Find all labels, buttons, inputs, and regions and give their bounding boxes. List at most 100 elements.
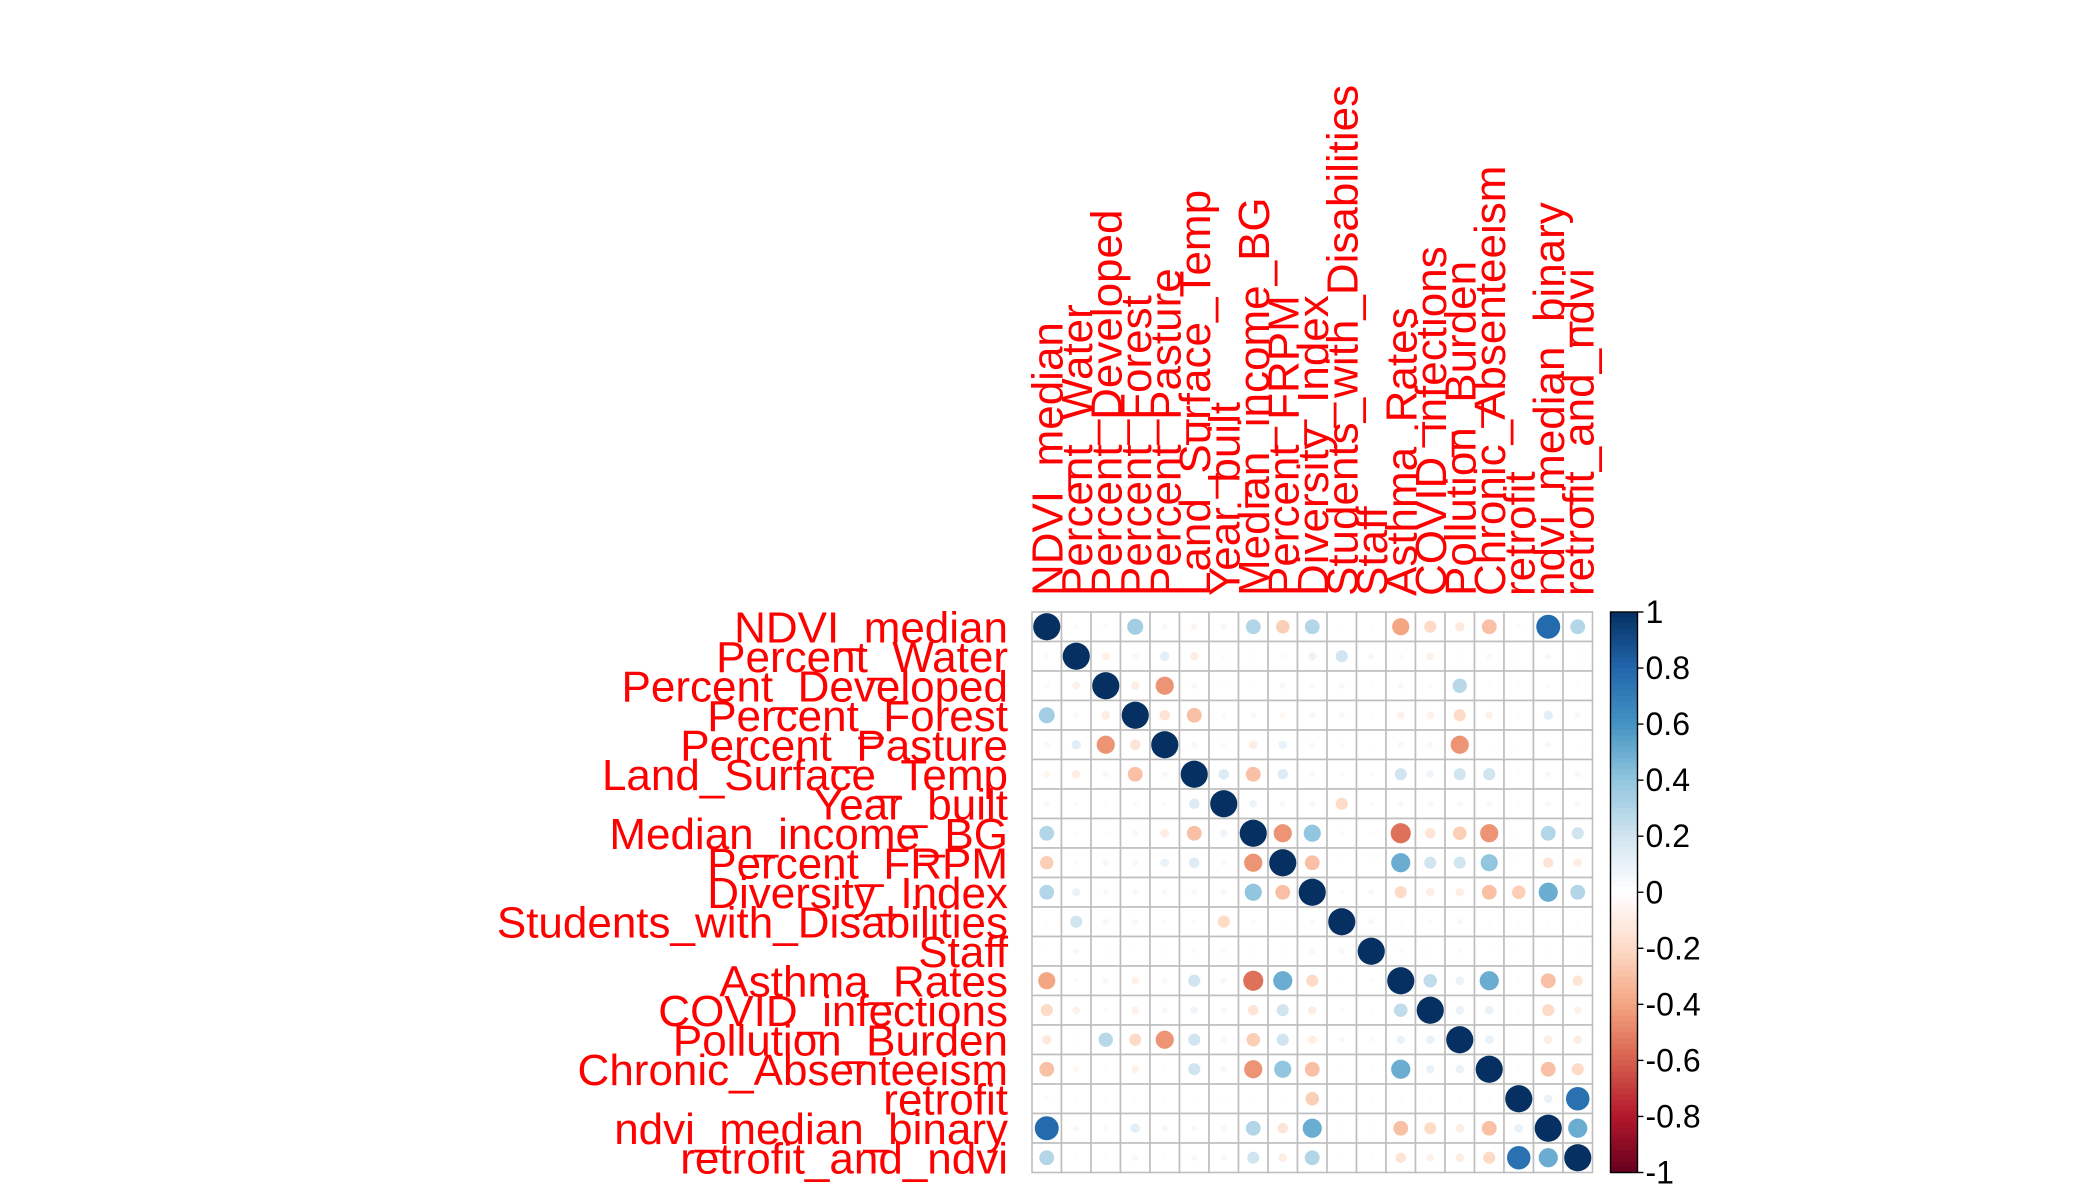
- correlation-circle: [1486, 653, 1493, 660]
- colorbar-tick-label: -0.4: [1646, 986, 1701, 1022]
- correlation-circle: [1188, 974, 1201, 987]
- colorbar-segment: [1610, 774, 1638, 781]
- correlation-circle: [1427, 741, 1434, 748]
- correlation-circle: [1191, 889, 1198, 896]
- correlation-circle: [1475, 1055, 1503, 1083]
- column-labels: NDVI_medianPercent_WaterPercent_Develope…: [1024, 85, 1604, 596]
- correlation-circle: [1307, 1005, 1317, 1015]
- colorbar-segment: [1610, 1066, 1638, 1073]
- row-label: COVID_infections: [658, 987, 1008, 1036]
- correlation-circle: [1446, 1026, 1474, 1054]
- correlation-circle: [1151, 731, 1179, 759]
- correlation-circle: [1309, 712, 1316, 719]
- correlation-circle: [1277, 768, 1289, 780]
- correlation-circle: [1304, 855, 1320, 871]
- colorbar-segment: [1610, 785, 1638, 792]
- colorbar-segment: [1610, 1088, 1638, 1095]
- colorbar-segment: [1610, 696, 1638, 703]
- correlation-circle: [1162, 801, 1168, 807]
- correlation-circle: [1423, 973, 1438, 988]
- correlation-circle: [1121, 701, 1149, 729]
- correlation-circle: [1073, 1066, 1080, 1073]
- colorbar-tick-label: -0.6: [1646, 1042, 1701, 1078]
- colorbar-segment: [1610, 656, 1638, 664]
- correlation-circle: [1369, 1155, 1374, 1160]
- correlation-circle: [1424, 1122, 1437, 1135]
- colorbar-segment: [1610, 1110, 1638, 1118]
- colorbar-tick-label: -0.2: [1646, 930, 1701, 966]
- correlation-circle: [1073, 860, 1079, 866]
- colorbar-segment: [1610, 959, 1638, 966]
- correlation-circle: [1339, 889, 1345, 895]
- correlation-circle: [1542, 857, 1554, 869]
- correlation-circle: [1487, 919, 1492, 924]
- correlation-circle: [1575, 919, 1580, 924]
- column-label: Staff: [1348, 506, 1397, 596]
- colorbar-segment: [1610, 858, 1638, 865]
- correlation-circle: [1038, 707, 1055, 724]
- correlation-circle: [1369, 831, 1374, 836]
- correlation-circle: [1155, 676, 1174, 695]
- correlation-circle: [1221, 683, 1226, 688]
- colorbar-segment: [1610, 1150, 1638, 1157]
- column-label: Median_income_BG: [1230, 197, 1279, 596]
- correlation-circle: [1132, 830, 1139, 837]
- colorbar-segment: [1610, 824, 1638, 832]
- correlation-circle: [1424, 827, 1436, 839]
- colorbar-segment: [1610, 892, 1638, 899]
- correlation-circle: [1516, 1037, 1521, 1042]
- correlation-circle: [1309, 683, 1315, 689]
- colorbar-segment: [1610, 937, 1638, 944]
- colorbar-segment: [1610, 1071, 1638, 1078]
- colorbar-segment: [1610, 1144, 1638, 1151]
- correlation-circle: [1570, 619, 1586, 635]
- correlation-circle: [1043, 770, 1051, 778]
- correlation-circle: [1133, 1096, 1138, 1101]
- correlation-circle: [1453, 768, 1466, 781]
- correlation-circle: [1398, 948, 1404, 954]
- correlation-circle: [1039, 1061, 1055, 1077]
- correlation-circle: [1189, 651, 1199, 661]
- correlation-circle: [1298, 878, 1326, 906]
- correlation-circle: [1132, 859, 1139, 866]
- correlation-circle: [1368, 889, 1375, 896]
- correlation-circle: [1455, 622, 1465, 632]
- correlation-circle: [1074, 1037, 1079, 1042]
- column-label: COVID_infections: [1407, 246, 1456, 596]
- correlation-circle: [1161, 771, 1168, 778]
- correlation-circle: [1250, 712, 1257, 719]
- column-label: Percent_FRPM: [1260, 295, 1309, 596]
- correlation-circle: [1339, 860, 1344, 865]
- correlation-circle: [1393, 1120, 1409, 1136]
- row-label: Year_built: [814, 781, 1008, 830]
- correlation-circle: [1129, 1033, 1142, 1046]
- correlation-circle: [1538, 1148, 1558, 1168]
- correlation-circle: [1545, 683, 1551, 689]
- correlation-circle: [1546, 949, 1551, 954]
- colorbar-segment: [1610, 763, 1638, 770]
- row-label: Staff: [918, 928, 1008, 977]
- correlation-circle: [1130, 681, 1140, 691]
- row-labels: NDVI_medianPercent_WaterPercent_Develope…: [497, 604, 1009, 1184]
- correlation-circle: [1487, 683, 1492, 688]
- correlation-circle: [1127, 766, 1143, 782]
- correlation-circle: [1543, 1035, 1553, 1045]
- correlation-circle: [1072, 1006, 1081, 1015]
- column-label: retrofit: [1496, 471, 1545, 596]
- correlation-circle: [1160, 858, 1170, 868]
- correlation-circle: [1244, 1060, 1263, 1079]
- colorbar-segment: [1610, 791, 1638, 798]
- correlation-circle: [1397, 682, 1404, 689]
- colorbar-segment: [1610, 953, 1638, 961]
- correlation-circle: [1131, 1065, 1140, 1074]
- correlation-circle: [1162, 919, 1168, 925]
- correlation-circle: [1428, 949, 1433, 954]
- correlation-circle: [1190, 1006, 1199, 1015]
- correlation-circle: [1092, 672, 1120, 700]
- colorbar-segment: [1610, 1054, 1638, 1061]
- correlation-circle: [1564, 1144, 1592, 1172]
- correlation-circle: [1038, 972, 1056, 990]
- correlation-circle: [1218, 768, 1230, 780]
- correlation-circle: [1073, 1125, 1080, 1132]
